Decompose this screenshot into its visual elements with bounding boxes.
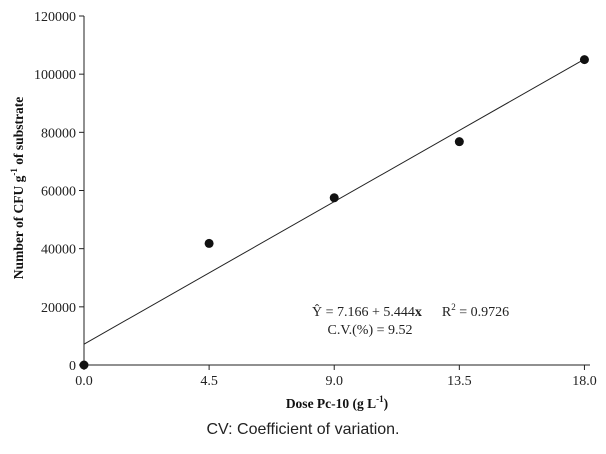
x-axis-title-sup: -1 <box>376 394 384 404</box>
data-point <box>454 137 464 147</box>
y-tick-label: 120000 <box>34 10 76 25</box>
r2-spacer: R <box>442 305 452 320</box>
equation-text: Ŷ = 7.166 + 5.444 <box>312 303 415 320</box>
x-tick-label: 18.0 <box>572 374 597 389</box>
data-point <box>79 360 89 370</box>
cv-label: C.V.(%) = 9.52 <box>327 323 412 338</box>
y-axis-title-sup: -1 <box>9 168 19 176</box>
r2-value: = 0.9726 <box>456 305 509 320</box>
x-tick-label: 0.0 <box>75 374 93 389</box>
y-ticks: 0 20000 40000 60000 80000 100000 120000 <box>34 10 84 374</box>
x-axis-title-end: ) <box>384 396 389 411</box>
regression-chart: 0 20000 40000 60000 80000 100000 120000 0.0 4.5… <box>9 10 597 411</box>
x-tick-label: 9.0 <box>325 374 343 389</box>
y-axis-title-end: of substrate <box>11 97 26 168</box>
y-tick-label: 0 <box>69 359 76 374</box>
y-tick-label: 100000 <box>34 68 76 83</box>
data-points <box>79 55 589 370</box>
x-tick-label: 13.5 <box>447 374 472 389</box>
y-tick-label: 60000 <box>41 185 76 200</box>
y-tick-label: 40000 <box>41 243 76 258</box>
data-point <box>204 238 214 248</box>
x-axis-title: Dose Pc-10 (g L-1) <box>286 394 388 411</box>
y-axis-title-main: Number of CFU g <box>11 175 26 279</box>
data-point <box>329 193 339 203</box>
y-tick-label: 80000 <box>41 126 76 141</box>
y-axis-title: Number of CFU g-1 of substrate <box>9 97 26 279</box>
x-axis-title-main: Dose Pc-10 (g L <box>286 396 376 411</box>
x-ticks: 0.0 4.5 9.0 13.5 18.0 <box>75 365 597 389</box>
equation-variable: x <box>415 305 422 320</box>
r2-superscript: 2 <box>451 302 456 312</box>
figure-caption: CV: Coefficient of variation. <box>206 421 400 438</box>
data-point <box>579 55 589 65</box>
y-tick-label: 20000 <box>41 301 76 316</box>
equation-label: Ŷ = 7.166 + 5.444x R2 = 0.9726 <box>312 302 509 320</box>
x-tick-label: 4.5 <box>200 374 218 389</box>
